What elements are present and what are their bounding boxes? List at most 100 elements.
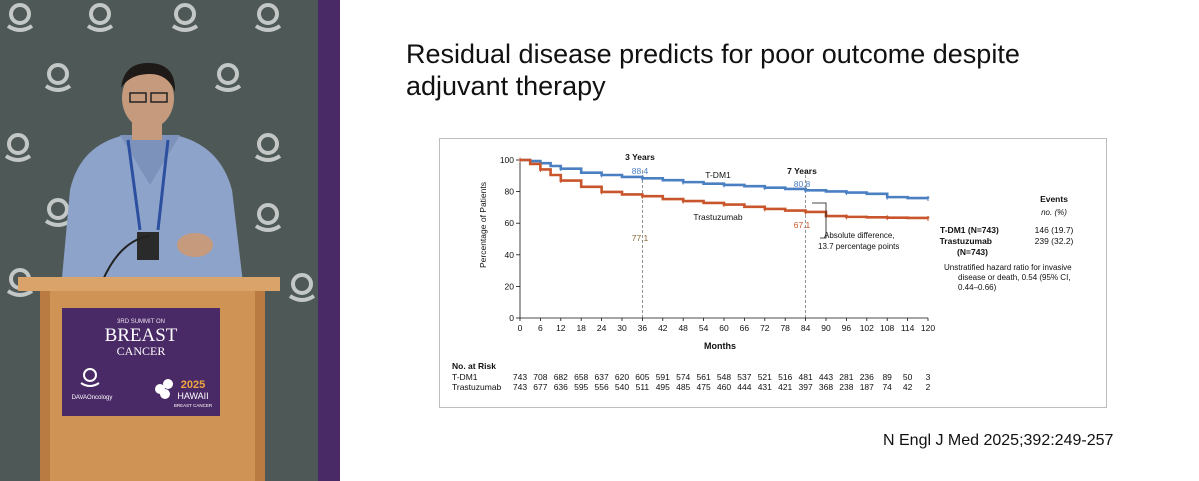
risk-cell: 187: [860, 382, 874, 392]
risk-cell: 511: [636, 382, 650, 392]
y-tick-label: 60: [505, 218, 515, 228]
x-tick-label: 18: [576, 323, 586, 333]
events-trast-label2: (N=743): [957, 247, 988, 257]
difference-line1: Absolute difference,: [824, 231, 895, 240]
risk-cell: 281: [839, 372, 853, 382]
y-tick-label: 80: [505, 187, 515, 197]
risk-cell: 636: [554, 382, 568, 392]
x-tick-label: 108: [880, 323, 894, 333]
slide: Residual disease predicts for poor outco…: [340, 0, 1199, 481]
podium-event-line2: BREAST: [105, 325, 178, 346]
y-axis-label: Percentage of Patients: [478, 182, 488, 268]
events-tdm1-label: T-DM1 (N=743): [940, 225, 999, 235]
x-tick-label: 42: [658, 323, 668, 333]
hazard-ratio-line1: Unstratified hazard ratio for invasive: [944, 263, 1072, 272]
risk-cell: 50: [903, 372, 913, 382]
risk-cell: 677: [533, 382, 547, 392]
risk-cell: 537: [737, 372, 751, 382]
risk-cell: 238: [839, 382, 853, 392]
risk-cell: 620: [615, 372, 629, 382]
dava-logo-icon: [80, 368, 100, 387]
annotation-7y-tdm1: 80.8: [794, 179, 811, 189]
events-tdm1-value: 146 (19.7): [1035, 225, 1074, 235]
x-tick-label: 54: [699, 323, 709, 333]
podium-year: 2025: [181, 379, 205, 391]
risk-cell: 743: [513, 372, 527, 382]
annotation-7y-trast: 67.1: [794, 220, 811, 230]
x-tick-label: 12: [556, 323, 566, 333]
events-subheader: no. (%): [1041, 208, 1067, 217]
risk-cell: 481: [799, 372, 813, 382]
podium-event-line1: 3RD SUMMIT ON: [117, 319, 165, 325]
podium-org: DAVAOncology: [72, 395, 113, 401]
series-line-trastuzumab: [520, 158, 930, 220]
km-figure: 0 20 40 60 80 100 0 6 12 18 24 30 36 42 48 54 60 66 72 78 84…: [439, 138, 1107, 408]
podium-event-line3: CANCER: [117, 344, 166, 358]
slide-title: Residual disease predicts for poor outco…: [406, 38, 1126, 102]
x-tick-label: 30: [617, 323, 627, 333]
stage-divider: [318, 0, 340, 481]
x-tick-label: 96: [842, 323, 852, 333]
x-tick-label: 114: [901, 323, 915, 333]
risk-cell: 743: [513, 382, 527, 392]
risk-cell: 236: [860, 372, 874, 382]
podium: 3RD SUMMIT ON BREAST CANCER DAVAOncology…: [18, 277, 280, 481]
difference-bracket: [812, 202, 827, 239]
risk-cell: 443: [819, 372, 833, 382]
risk-cell: 574: [676, 372, 690, 382]
risk-cell: 431: [758, 382, 772, 392]
risk-row-label-trast: Trastuzumab: [452, 382, 502, 392]
slide-title-line1: Residual disease predicts for poor outco…: [406, 39, 1020, 69]
risk-cell: 548: [717, 372, 731, 382]
risk-cell: 658: [574, 372, 588, 382]
risk-cell: 460: [717, 382, 731, 392]
slide-title-line2: adjuvant therapy: [406, 71, 606, 101]
x-tick-label: 120: [921, 323, 935, 333]
flower-icon: [155, 379, 173, 399]
risk-cell: 708: [533, 372, 547, 382]
y-tick-label: 20: [505, 281, 515, 291]
events-trast-value: 239 (32.2): [1035, 236, 1074, 246]
podium-place: HAWAII: [177, 391, 208, 401]
x-tick-label: 90: [821, 323, 831, 333]
x-axis-label: Months: [704, 341, 736, 351]
stage-illustration: 3RD SUMMIT ON BREAST CANCER DAVAOncology…: [0, 0, 323, 481]
x-tick-label: 84: [801, 323, 811, 333]
risk-cell: 444: [737, 382, 751, 392]
risk-cell: 495: [656, 382, 670, 392]
risk-cell: 485: [676, 382, 690, 392]
speaker: [60, 62, 245, 300]
risk-cell: 421: [778, 382, 792, 392]
x-tick-label: 6: [538, 323, 543, 333]
risk-table-title: No. at Risk: [452, 361, 496, 371]
x-tick-label: 36: [638, 323, 648, 333]
x-tick-label: 66: [740, 323, 750, 333]
risk-cell: 516: [778, 372, 792, 382]
series-label-tdm1: T-DM1: [705, 170, 731, 180]
risk-row-label-tdm1: T-DM1: [452, 372, 478, 382]
annotation-3y-trast: 77.1: [632, 233, 649, 243]
difference-line2: 13.7 percentage points: [818, 242, 899, 251]
x-tick-label: 48: [678, 323, 688, 333]
y-tick-label: 0: [509, 313, 514, 323]
risk-cell: 556: [595, 382, 609, 392]
podium-place-sub: BREAST CANCER: [174, 403, 213, 408]
risk-cell: 540: [615, 382, 629, 392]
events-header: Events: [1040, 194, 1068, 204]
annotation-7-years: 7 Years: [787, 166, 817, 176]
annotation-3y-tdm1: 88.4: [632, 166, 649, 176]
x-tick-label: 24: [597, 323, 607, 333]
x-tick-label: 102: [860, 323, 874, 333]
risk-cell: 3: [926, 372, 931, 382]
x-tick-label: 0: [518, 323, 523, 333]
risk-cell: 74: [882, 382, 892, 392]
series-label-trastuzumab: Trastuzumab: [693, 212, 743, 222]
risk-cell: 682: [554, 372, 568, 382]
risk-cell: 89: [882, 372, 892, 382]
risk-cell: 475: [697, 382, 711, 392]
x-tick-label: 78: [780, 323, 790, 333]
podium-banner: [62, 308, 220, 416]
risk-cell: 2: [926, 382, 931, 392]
stage-photo: 3RD SUMMIT ON BREAST CANCER DAVAOncology…: [0, 0, 323, 481]
